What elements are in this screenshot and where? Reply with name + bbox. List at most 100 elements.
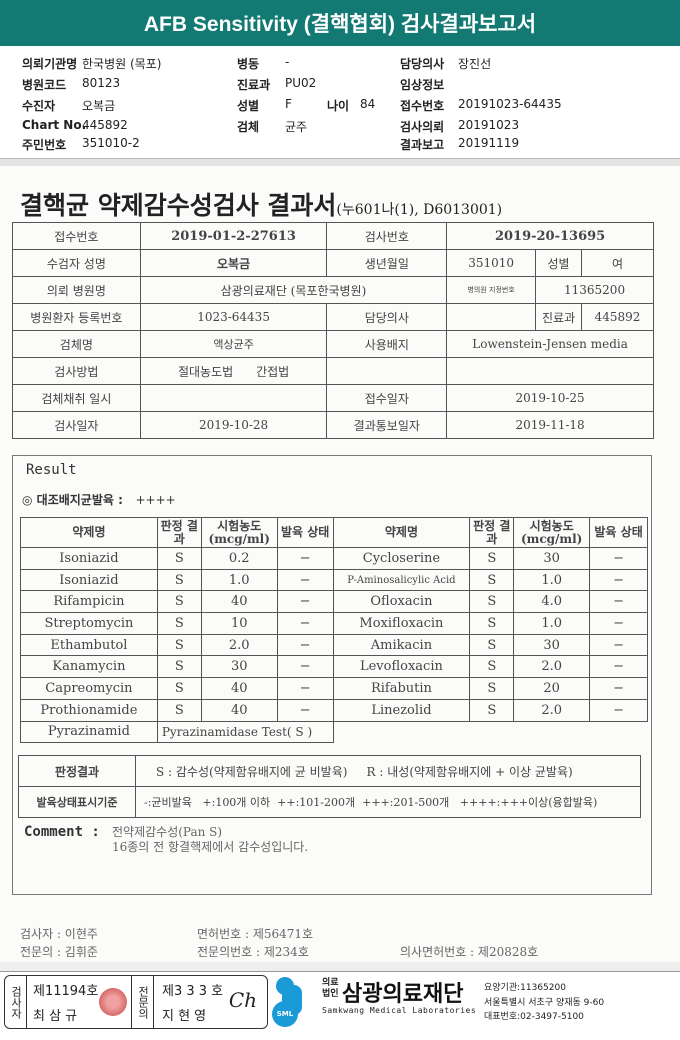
table-cell: Streptomycin [20, 612, 158, 635]
result-title: Result [26, 462, 77, 478]
info-label: Chart No. [22, 118, 87, 132]
cell-label: 생년월일 [326, 249, 448, 277]
table-cell: 40 [200, 677, 278, 700]
growth-label: 발육상태표시기준 [18, 786, 136, 818]
table-cell: Levofloxacin [332, 655, 471, 679]
table-cell: Rifampicin [20, 590, 158, 614]
info-label: 성별 [237, 99, 260, 113]
info-label: 주민번호 [22, 138, 67, 152]
table-cell: Linezolid [332, 698, 471, 722]
info-label: 담당의사 [400, 57, 445, 71]
method2: 간접법 [256, 364, 290, 379]
cell-label: 검사번호 [326, 222, 448, 250]
info-value: 84 [360, 97, 376, 111]
table-cell: S [469, 633, 515, 657]
column-header: 판정 결과 [156, 517, 202, 548]
cell-label: 진료과 [535, 303, 583, 331]
document-code: (누601나(1), D6013001) [336, 202, 503, 218]
cell-value: 2019-20-13695 [446, 222, 654, 250]
table-cell: 1.0 [513, 612, 591, 635]
signature-icon: Ch [228, 988, 257, 1012]
info-field: 주민번호 351010-2 [22, 136, 140, 153]
table-cell: Moxifloxacin [332, 612, 471, 635]
cell-value: 2019-01-2-27613 [139, 222, 328, 250]
tester: 검사자 : 이현주 [20, 927, 98, 941]
cell-label: 접수번호 [12, 222, 141, 250]
table-row: Kanamycin S 30− Levofloxacin S 2.0− [20, 655, 648, 679]
cell-value: 액상균주 [139, 330, 328, 358]
table-cell: − [276, 612, 334, 635]
column-header: 약제명 [20, 517, 158, 548]
column-header: 판정 결과 [469, 517, 515, 548]
table-cell: − [589, 568, 648, 592]
info-field: 수진자 오복금 [22, 97, 115, 114]
table-cell: − [276, 698, 334, 722]
table-cell: 30 [513, 633, 591, 657]
sml-logo-icon: SML [272, 975, 316, 1027]
cell-label: 성별 [535, 249, 583, 277]
title-text: 결핵균 약제감수성검사 결과서 [20, 191, 337, 220]
specialist-no: 전문의번호 : 제234호 [197, 945, 309, 959]
info-field: 병원코드 80123 [22, 76, 120, 93]
table-cell: S [156, 633, 202, 657]
license-no: 면허번호 : 제56471호 [197, 927, 314, 941]
info-field: 임상정보 [400, 76, 444, 93]
cell-label: 접수일자 [326, 384, 448, 412]
info-label: 병원코드 [22, 78, 67, 92]
cell-value: 2019-10-25 [446, 384, 654, 412]
org-name: 삼광의료재단 [342, 982, 464, 1007]
table-row: Isoniazid S 0.2− Cycloserine S 30− [20, 547, 648, 570]
growth-desc: -:균비발육 +:100개 이하 ++:101-200개 +++:201-500… [135, 786, 641, 818]
cell-label: 의뢰 병원명 [12, 276, 141, 304]
cell-label: 병의원 지정번호 [446, 276, 537, 304]
table-cell: 2.0 [513, 655, 591, 679]
info-value: 351010-2 [82, 136, 140, 150]
table-cell: − [589, 655, 648, 679]
info-label: 병동 [237, 57, 260, 71]
table-cell: − [276, 677, 334, 700]
table-cell: S [156, 590, 202, 614]
table-row: Streptomycin S 10− Moxifloxacin S 1.0− [20, 612, 648, 635]
table-cell: − [589, 677, 648, 700]
doctor-license: 의사면허번호 : 제20828호 [400, 945, 539, 959]
spec-name: 지 현 영 [162, 1009, 207, 1024]
table-row-pza: Pyrazinamid Pyrazinamidase Test( S ) [20, 720, 648, 744]
column-header: 시험농도 (mcg/ml) [513, 517, 591, 548]
table-cell: Ethambutol [20, 633, 158, 657]
table-row: Ethambutol S 2.0− Amikacin S 30− [20, 633, 648, 657]
info-field: 검체 균주 [237, 118, 307, 135]
cell-value [139, 384, 328, 412]
table-cell: − [276, 568, 334, 592]
table-cell: − [589, 612, 648, 635]
control-growth: ◎ 대조배지균발육 : ++++ [22, 491, 176, 508]
table-cell: Rifabutin [332, 677, 471, 700]
judge-label: 판정결과 [18, 755, 136, 787]
table-cell: Kanamycin [20, 655, 158, 679]
cell-value: 11365200 [535, 276, 654, 304]
org-phone: 대표번호:02-3497-5100 [484, 1012, 584, 1022]
comment-line-2: 16종의 전 항결핵제에서 감수성입니다. [112, 840, 309, 854]
tester-block: 제11194호 최 삼 규 [27, 976, 132, 1028]
info-value: 한국병원 (목포) [82, 57, 162, 71]
tester-no: 제11194호 [33, 984, 99, 999]
report-title-bar: AFB Sensitivity (결핵협회) 검사결과보고서 [0, 0, 680, 46]
report-title: AFB Sensitivity (결핵협회) 검사결과보고서 [143, 13, 537, 36]
cell-label: 수검자 성명 [12, 249, 141, 277]
logo-text: SML [272, 1001, 298, 1027]
cell-value: Lowenstein-Jensen media [446, 330, 654, 358]
table-cell: 2.0 [513, 698, 591, 722]
divider [0, 158, 680, 166]
info-field: 검사의뢰 20191023 [400, 118, 519, 135]
table-cell: S [469, 677, 515, 700]
table-cell: − [589, 633, 648, 657]
info-value: 20191023-64435 [458, 97, 562, 111]
info-field: 의뢰기관명 한국병원 (목포) [22, 55, 161, 72]
empty-cell [446, 357, 654, 385]
info-value: F [285, 97, 292, 111]
info-value: PU02 [285, 76, 317, 90]
cell-value: 2019-11-18 [446, 411, 654, 439]
info-label: 임상정보 [400, 78, 445, 92]
table-cell: S [156, 547, 202, 570]
spec-label: 전문의 [132, 976, 154, 1028]
info-field: Chart No. 445892 [22, 118, 128, 132]
